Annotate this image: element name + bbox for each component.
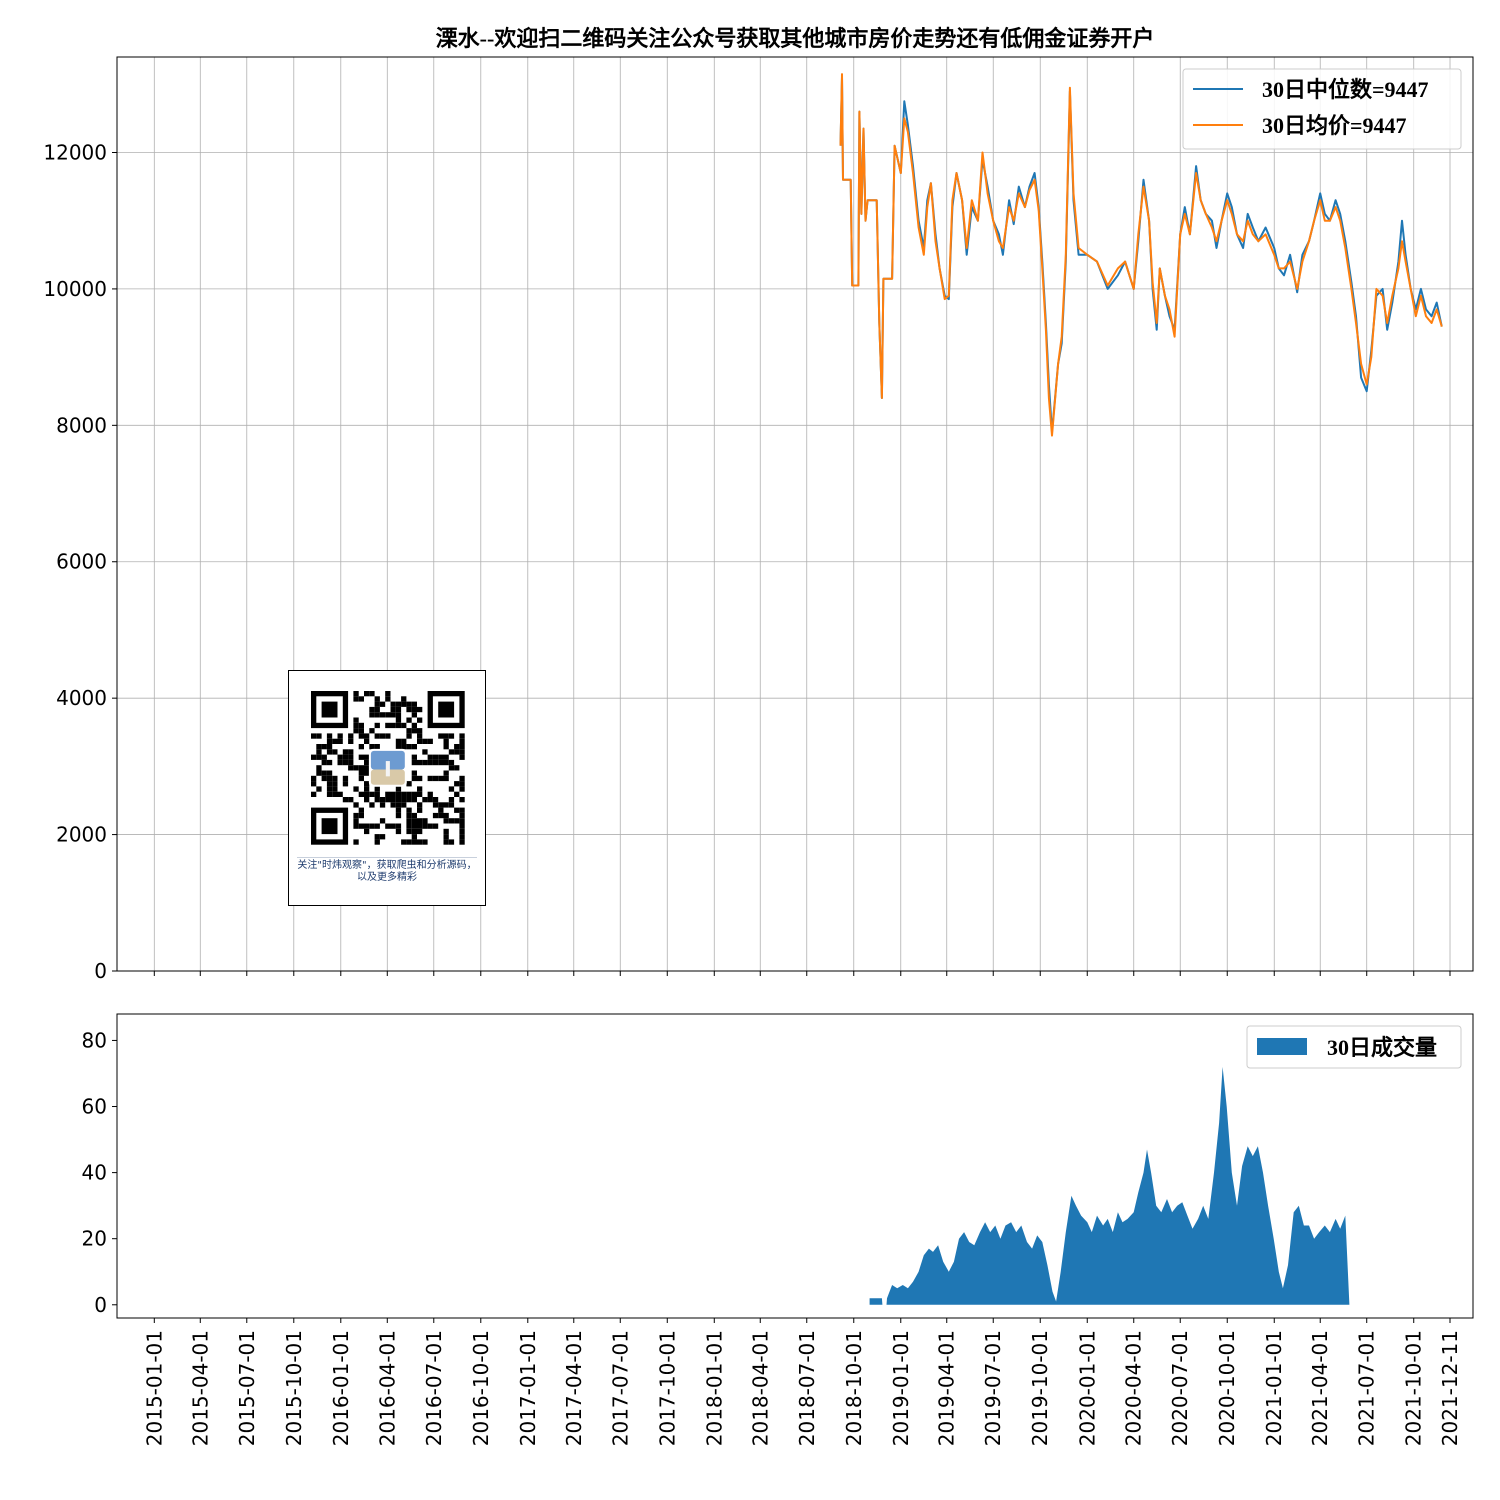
x-tick-label: 2021-07-01 xyxy=(1355,1330,1379,1446)
x-tick-label: 2015-04-01 xyxy=(188,1330,212,1446)
volume-axes: 2015-01-01 2015-04-01 2015-07-01 2015-10-01… xyxy=(82,1028,1462,1446)
y-tick-label: 80 xyxy=(82,1028,107,1052)
price-axes: 0 2000 4000 6000 8000 10000 12000 xyxy=(43,140,1451,983)
chart-title: 溧水--欢迎扫二维码关注公众号获取其他城市房价走势还有低佣金证券开户 xyxy=(436,26,1155,51)
x-tick-label: 2015-10-01 xyxy=(282,1330,306,1446)
y-tick-label: 4000 xyxy=(56,686,107,710)
x-tick-label: 2017-10-01 xyxy=(655,1330,679,1446)
legend-swatch-volume xyxy=(1257,1038,1307,1055)
x-tick-label: 2019-01-01 xyxy=(889,1330,913,1446)
legend-label-mean: 30日均价=9447 xyxy=(1262,113,1407,138)
y-tick-label: 20 xyxy=(82,1227,107,1251)
x-tick-label: 2019-10-01 xyxy=(1028,1330,1052,1446)
x-tick-label: 2021-01-01 xyxy=(1262,1330,1286,1446)
qr-modules xyxy=(311,691,465,845)
x-tick-label: 2020-10-01 xyxy=(1215,1330,1239,1446)
y-tick-label: 0 xyxy=(94,1293,107,1317)
y-tick-label: 2000 xyxy=(56,823,107,847)
x-tick-label: 2018-10-01 xyxy=(842,1330,866,1446)
y-tick-label: 0 xyxy=(94,959,107,983)
price-plot: 0 2000 4000 6000 8000 10000 12000 30日中位数=9447 … xyxy=(43,56,1474,983)
y-tick-label: 40 xyxy=(82,1161,107,1185)
qr-logo-sand xyxy=(370,769,405,785)
x-tick-label: 2017-04-01 xyxy=(562,1330,586,1446)
price-plot-frame xyxy=(116,56,1474,972)
y-tick-label: 60 xyxy=(82,1095,107,1119)
x-tick-label: 2018-07-01 xyxy=(795,1330,819,1446)
volume-legend: 30日成交量 xyxy=(1246,1025,1462,1069)
x-tick-label: 2019-04-01 xyxy=(935,1330,959,1446)
x-tick-label: 2016-01-01 xyxy=(329,1330,353,1446)
x-tick-label: 2021-04-01 xyxy=(1308,1330,1332,1446)
x-tick-label: 2018-04-01 xyxy=(748,1330,772,1446)
volume-plot: 2015-01-01 2015-04-01 2015-07-01 2015-10-01… xyxy=(82,1013,1474,1446)
legend-label-volume: 30日成交量 xyxy=(1327,1035,1437,1060)
x-tick-label: 2015-07-01 xyxy=(235,1330,259,1446)
x-tick-label: 2020-07-01 xyxy=(1168,1330,1192,1446)
price-legend: 30日中位数=9447 30日均价=9447 xyxy=(1182,68,1462,150)
y-tick-label: 8000 xyxy=(56,413,107,437)
qr-logo-figure xyxy=(385,761,390,777)
x-tick-label: 2016-10-01 xyxy=(469,1330,493,1446)
x-tick-label: 2015-01-01 xyxy=(142,1330,166,1446)
y-tick-label: 12000 xyxy=(43,140,107,164)
x-tick-label: 2020-04-01 xyxy=(1122,1330,1146,1446)
x-tick-label: 2020-01-01 xyxy=(1075,1330,1099,1446)
price-series xyxy=(839,73,1443,437)
mean-price-line xyxy=(839,73,1443,437)
volume-area xyxy=(869,1066,1350,1305)
qr-code-icon xyxy=(311,691,465,845)
qr-code-card: 关注"时炜观察"，获取爬虫和分析源码，以及更多精彩 xyxy=(288,670,486,906)
y-tick-label: 10000 xyxy=(43,277,107,301)
x-tick-label: 2017-01-01 xyxy=(516,1330,540,1446)
legend-label-median: 30日中位数=9447 xyxy=(1262,77,1429,102)
price-gridlines xyxy=(117,57,1473,972)
x-tick-label: 2019-07-01 xyxy=(981,1330,1005,1446)
x-tick-label: 2016-07-01 xyxy=(422,1330,446,1446)
x-tick-label: 2017-07-01 xyxy=(608,1330,632,1446)
x-tick-label: 2018-01-01 xyxy=(702,1330,726,1446)
volume-series xyxy=(869,1066,1350,1305)
x-tick-label: 2021-12-11 xyxy=(1438,1330,1462,1446)
y-tick-label: 6000 xyxy=(56,550,107,574)
x-tick-label: 2016-04-01 xyxy=(375,1330,399,1446)
qr-logo-sky xyxy=(370,750,405,770)
qr-caption: 关注"时炜观察"，获取爬虫和分析源码，以及更多精彩 xyxy=(297,857,477,884)
volume-plot-frame xyxy=(116,1013,1474,1319)
x-tick-label: 2021-10-01 xyxy=(1402,1330,1426,1446)
